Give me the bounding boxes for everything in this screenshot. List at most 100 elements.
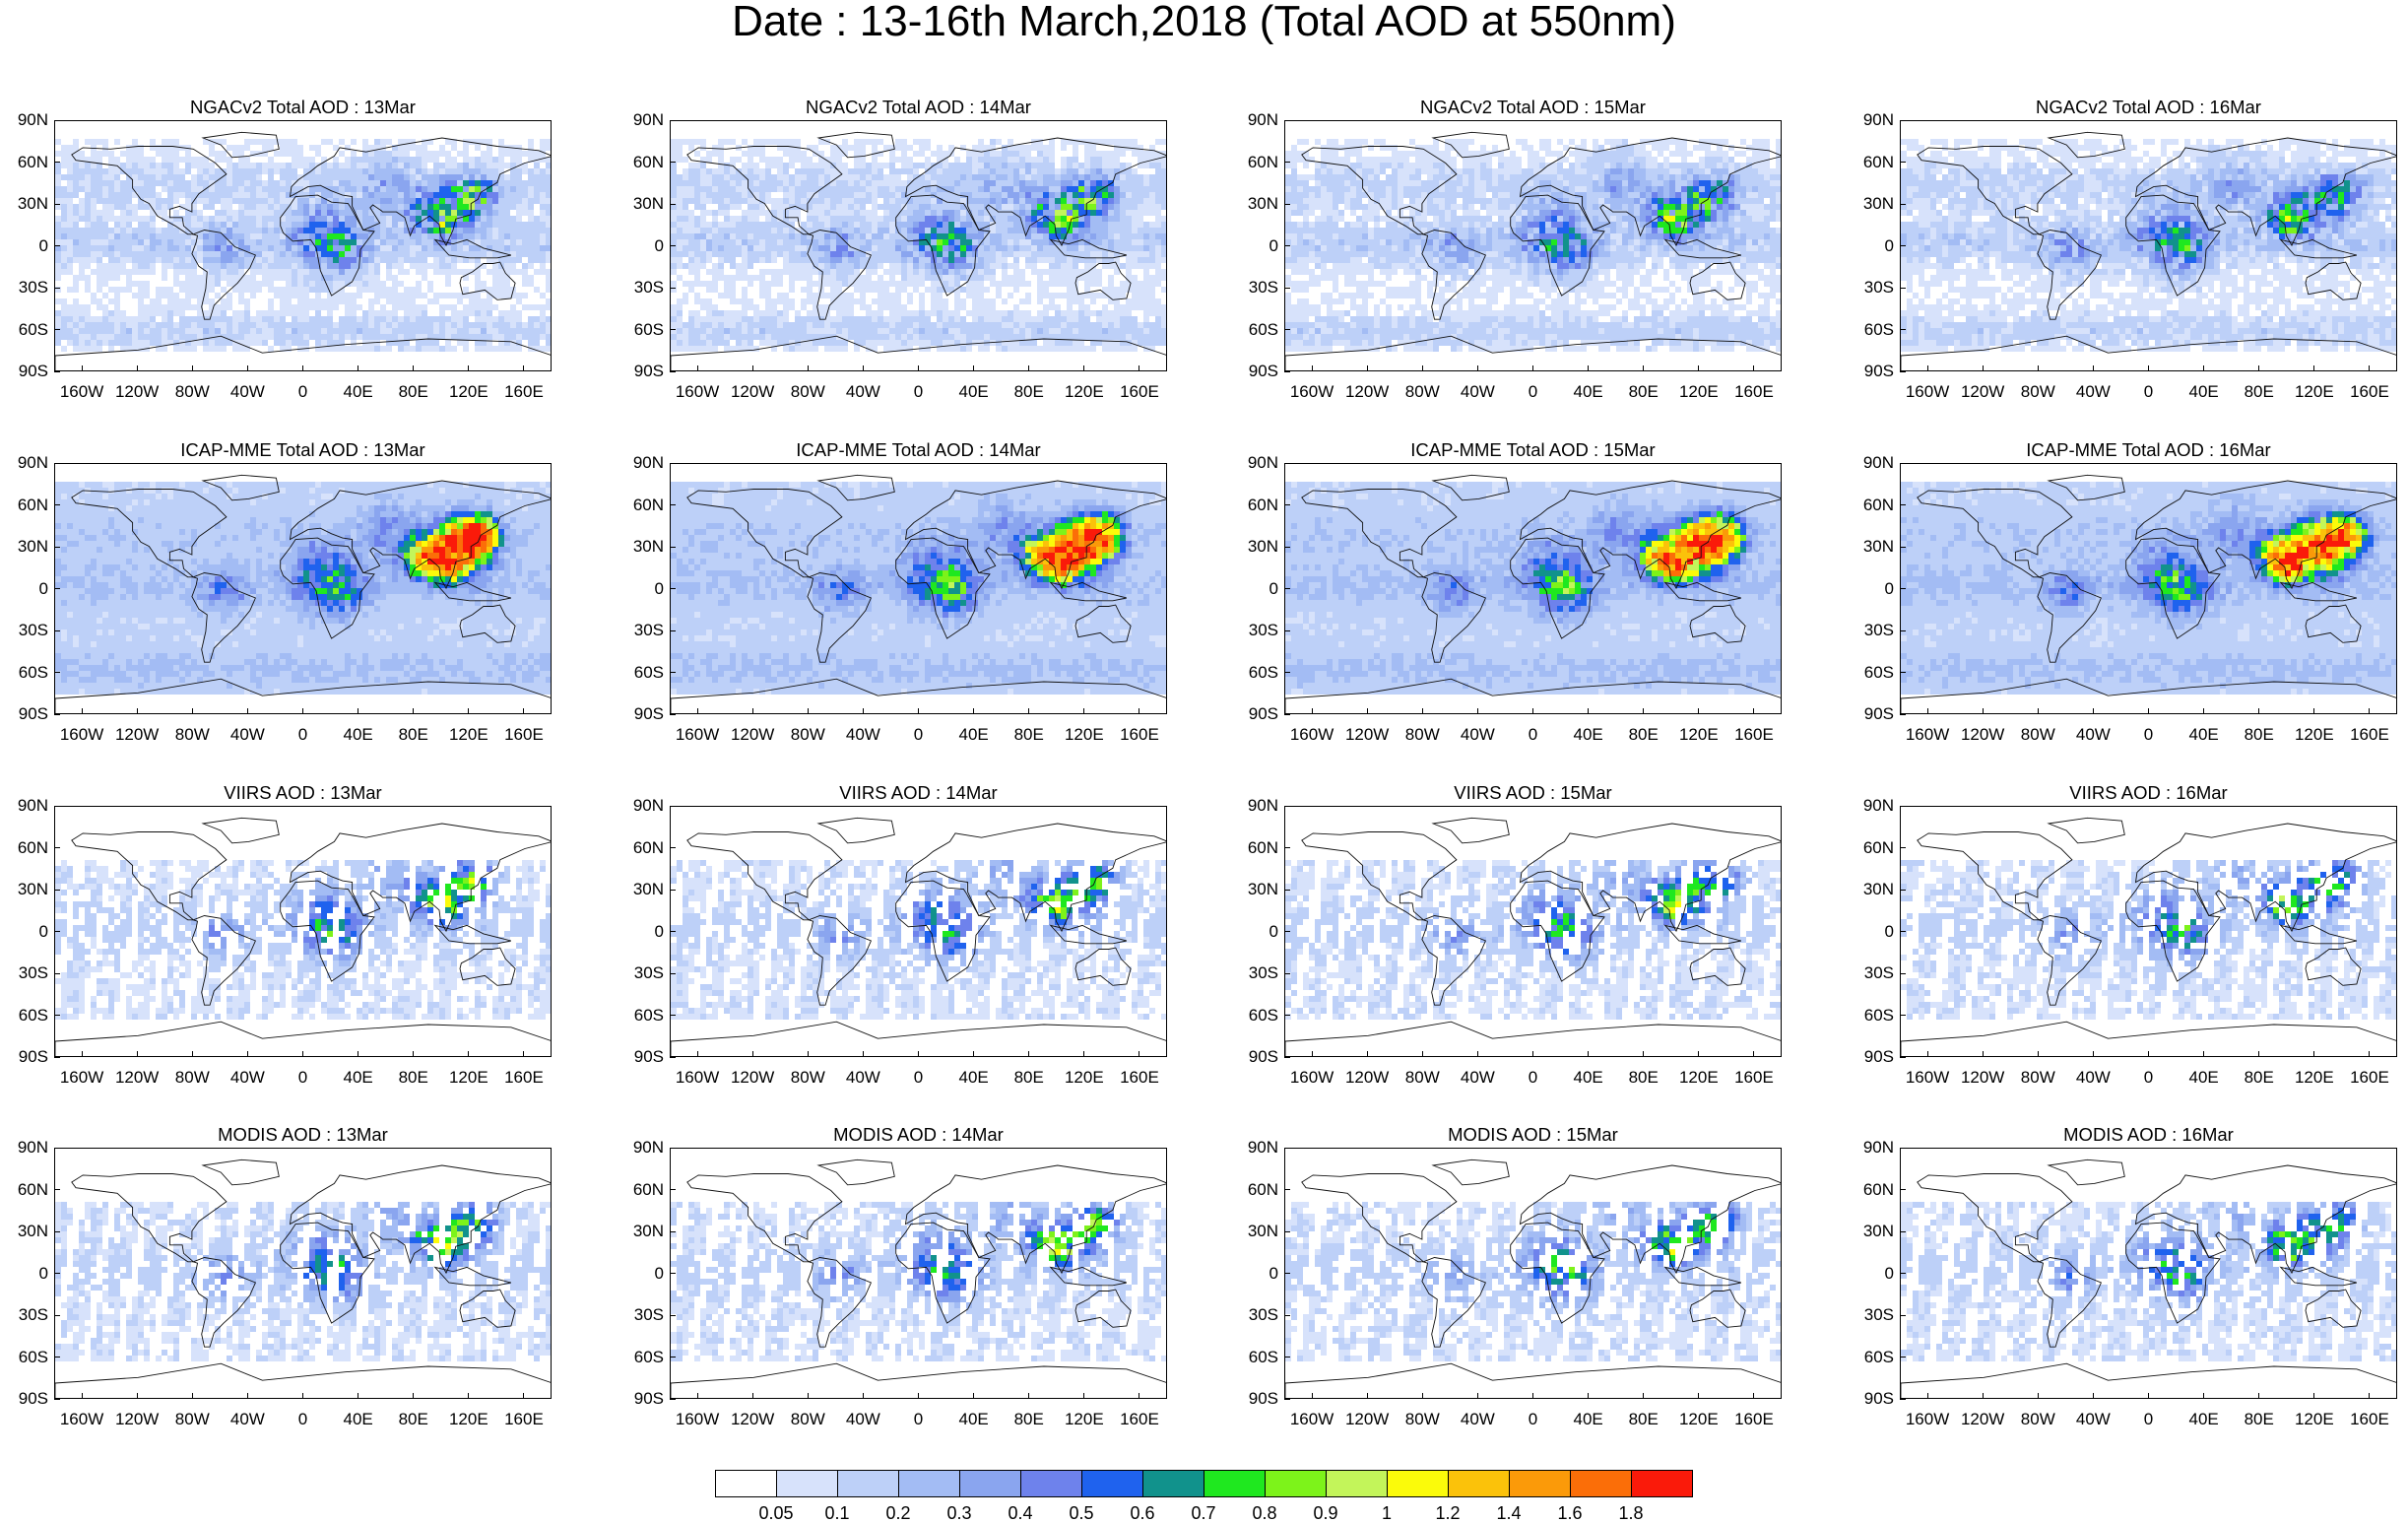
aod-cell (1031, 145, 1037, 151)
aod-cell (102, 275, 108, 281)
aod-cell (280, 316, 286, 322)
aod-cell (854, 298, 860, 304)
aod-cell (801, 257, 807, 263)
aod-cell (960, 163, 966, 168)
aod-cell (1155, 139, 1161, 145)
aod-cell (836, 322, 842, 328)
aod-cell (256, 263, 262, 269)
aod-cell (286, 281, 292, 287)
aod-cell (280, 168, 286, 174)
aod-cell (427, 334, 433, 340)
aod-cell (120, 334, 126, 340)
aod-cell (1132, 204, 1138, 210)
aod-cell (380, 168, 386, 174)
aod-cell (416, 151, 422, 157)
aod-cell (463, 228, 469, 233)
aod-cell (368, 304, 374, 310)
aod-cell (398, 328, 404, 334)
aod-cell (144, 287, 150, 293)
aod-cell (309, 174, 315, 180)
aod-cell (386, 245, 392, 251)
aod-cell (836, 287, 842, 293)
aod-cell (1120, 222, 1126, 228)
aod-cell (173, 257, 179, 263)
aod-cell (73, 233, 79, 239)
aod-cell (173, 328, 179, 334)
aod-cell (813, 293, 818, 298)
aod-cell (818, 180, 824, 186)
aod-cell (996, 168, 1002, 174)
aod-cell (339, 139, 345, 145)
coastline (201, 131, 280, 159)
aod-cell (433, 251, 439, 257)
aod-cell (1049, 269, 1055, 275)
aod-cell (91, 316, 97, 322)
aod-cell (872, 174, 878, 180)
aod-cell (487, 228, 492, 233)
aod-cell (286, 328, 292, 334)
aod-cell (954, 222, 960, 228)
aod-cell (883, 269, 889, 275)
aod-cell (789, 145, 795, 151)
aod-cell (948, 192, 954, 198)
aod-cell (280, 204, 286, 210)
aod-cell (244, 168, 250, 174)
aod-cell (813, 239, 818, 245)
aod-cell (966, 192, 972, 198)
aod-cell (546, 233, 551, 239)
aod-cell (1078, 293, 1084, 298)
aod-cell (238, 334, 244, 340)
aod-cell (463, 310, 469, 316)
aod-cell (712, 216, 718, 222)
aod-cell (943, 269, 948, 275)
aod-cell (807, 216, 813, 222)
aod-cell (422, 198, 427, 204)
aod-cell (286, 287, 292, 293)
aod-cell (925, 145, 931, 151)
aod-cell (860, 198, 866, 204)
aod-cell (943, 281, 948, 287)
aod-cell (132, 157, 138, 163)
aod-cell (1043, 245, 1049, 251)
aod-cell (504, 192, 510, 198)
aod-cell (292, 192, 297, 198)
aod-cell (683, 228, 688, 233)
aod-cell (392, 245, 398, 251)
aod-cell (492, 269, 498, 275)
aod-cell (972, 168, 978, 174)
aod-cell (813, 269, 818, 275)
aod-cell (1055, 222, 1061, 228)
aod-cell (398, 174, 404, 180)
aod-cell (274, 334, 280, 340)
aod-cell (333, 228, 339, 233)
aod-cell (818, 251, 824, 257)
aod-cell (1073, 204, 1078, 210)
aod-cell (327, 275, 333, 281)
aod-cell (498, 334, 504, 340)
aod-cell (321, 216, 327, 222)
aod-cell (901, 210, 907, 216)
aod-cell (85, 245, 91, 251)
aod-cell (144, 269, 150, 275)
aod-cell (1025, 251, 1031, 257)
aod-cell (386, 216, 392, 222)
aod-cell (197, 293, 203, 298)
aod-cell (445, 139, 451, 145)
aod-cell (268, 316, 274, 322)
aod-cell (1132, 239, 1138, 245)
aod-cell (854, 174, 860, 180)
aod-cell (978, 298, 984, 304)
aod-cell (97, 245, 102, 251)
aod-cell (966, 275, 972, 281)
aod-cell (878, 310, 883, 316)
aod-cell (398, 157, 404, 163)
aod-cell (185, 198, 191, 204)
aod-cell (262, 216, 268, 222)
aod-cell (368, 334, 374, 340)
aod-cell (510, 239, 516, 245)
aod-cell (120, 346, 126, 352)
aod-cell (451, 346, 457, 352)
aod-cell (132, 228, 138, 233)
aod-cell (498, 216, 504, 222)
aod-cell (759, 192, 765, 198)
